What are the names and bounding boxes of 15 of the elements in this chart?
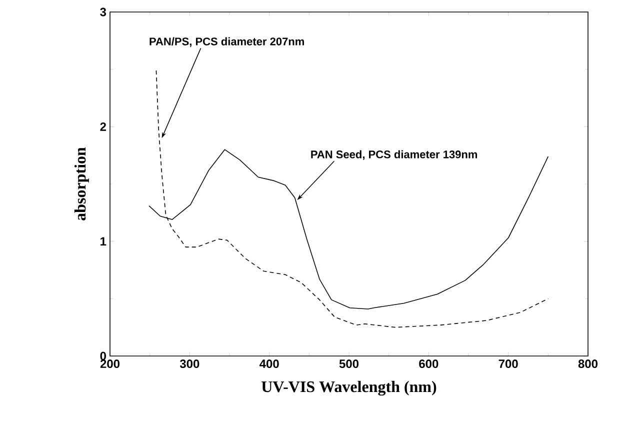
annotation: PAN Seed, PCS diameter 139nm (311, 150, 478, 160)
x-tick-label: 600 (419, 360, 438, 368)
y-tick-label: 1 (100, 237, 106, 246)
x-tick-label: 700 (498, 360, 518, 368)
y-tick-label: 3 (100, 8, 106, 16)
x-tick-label: 200 (100, 360, 120, 368)
x-axis-title: UV-VIS Wavelength (nm) (262, 380, 436, 396)
x-tick-label: 300 (180, 360, 200, 368)
x-tick-label: 800 (578, 360, 598, 368)
y-tick-label: 2 (100, 122, 106, 131)
x-tick-label: 500 (339, 360, 359, 368)
y-tick-label: 0 (100, 352, 106, 360)
annotation: PAN/PS, PCS diameter 207nm (150, 37, 304, 47)
x-tick-label: 400 (260, 360, 279, 368)
y-axis-title: absorption (74, 147, 89, 220)
